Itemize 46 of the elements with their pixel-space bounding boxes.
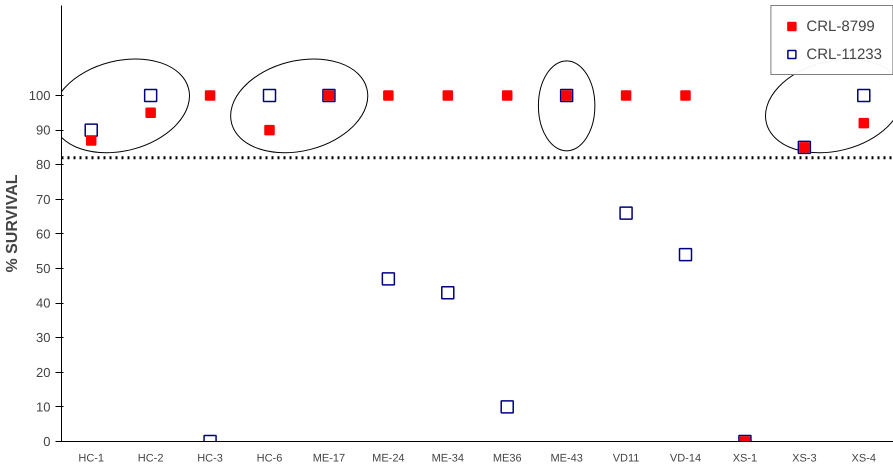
point: [264, 124, 275, 136]
x-tick-label: HC-1: [78, 452, 104, 464]
y-tick-label: 100: [28, 88, 51, 103]
x-tick-label: ME-24: [372, 452, 405, 464]
y-tick-label: 30: [36, 330, 51, 346]
x-tick-label: HC-6: [256, 452, 282, 464]
x-tick-label: VD11: [612, 452, 640, 464]
point: [619, 206, 633, 220]
point: [204, 90, 216, 101]
point: [857, 88, 871, 102]
x-tick-label: XS-3: [792, 452, 817, 464]
x-tick-label: HC-3: [197, 452, 223, 464]
x-tick-label: ME-34: [432, 452, 464, 464]
legend-label: CRL-11233: [806, 46, 882, 62]
point: [86, 135, 96, 146]
point: [442, 90, 454, 101]
point: [262, 88, 276, 102]
point: [145, 108, 156, 118]
point: [502, 90, 512, 101]
y-tick-label: 90: [36, 122, 51, 138]
y-tick-label: 80: [36, 157, 51, 172]
x-tick-label: ME36: [492, 452, 522, 464]
point: [678, 248, 692, 262]
y-tick-label: 40: [36, 296, 51, 311]
y-axis-title: % SURVIVAL: [4, 174, 21, 273]
x-tick-label: VD-14: [670, 452, 702, 464]
x-tick-label: ME-17: [312, 452, 346, 464]
x-tick-label: XS-4: [852, 452, 876, 464]
point: [382, 272, 396, 286]
x-tick-label: XS-1: [732, 452, 758, 464]
point: [144, 88, 158, 102]
y-tick-label: 60: [36, 226, 51, 242]
x-tick-label: ME-43: [550, 452, 583, 464]
point: [620, 90, 632, 101]
x-tick-label: HC-2: [138, 452, 164, 464]
y-tick-label: 20: [36, 364, 51, 380]
y-tick-label: 50: [36, 260, 51, 276]
y-tick-label: 0: [43, 434, 51, 449]
point: [680, 90, 691, 101]
legend-label: CRL-8799: [806, 18, 875, 34]
point: [500, 400, 514, 414]
point: [383, 90, 394, 101]
y-tick-label: 10: [36, 399, 51, 414]
point: [858, 118, 870, 128]
point: [441, 286, 455, 300]
y-tick-label: 70: [36, 192, 51, 207]
